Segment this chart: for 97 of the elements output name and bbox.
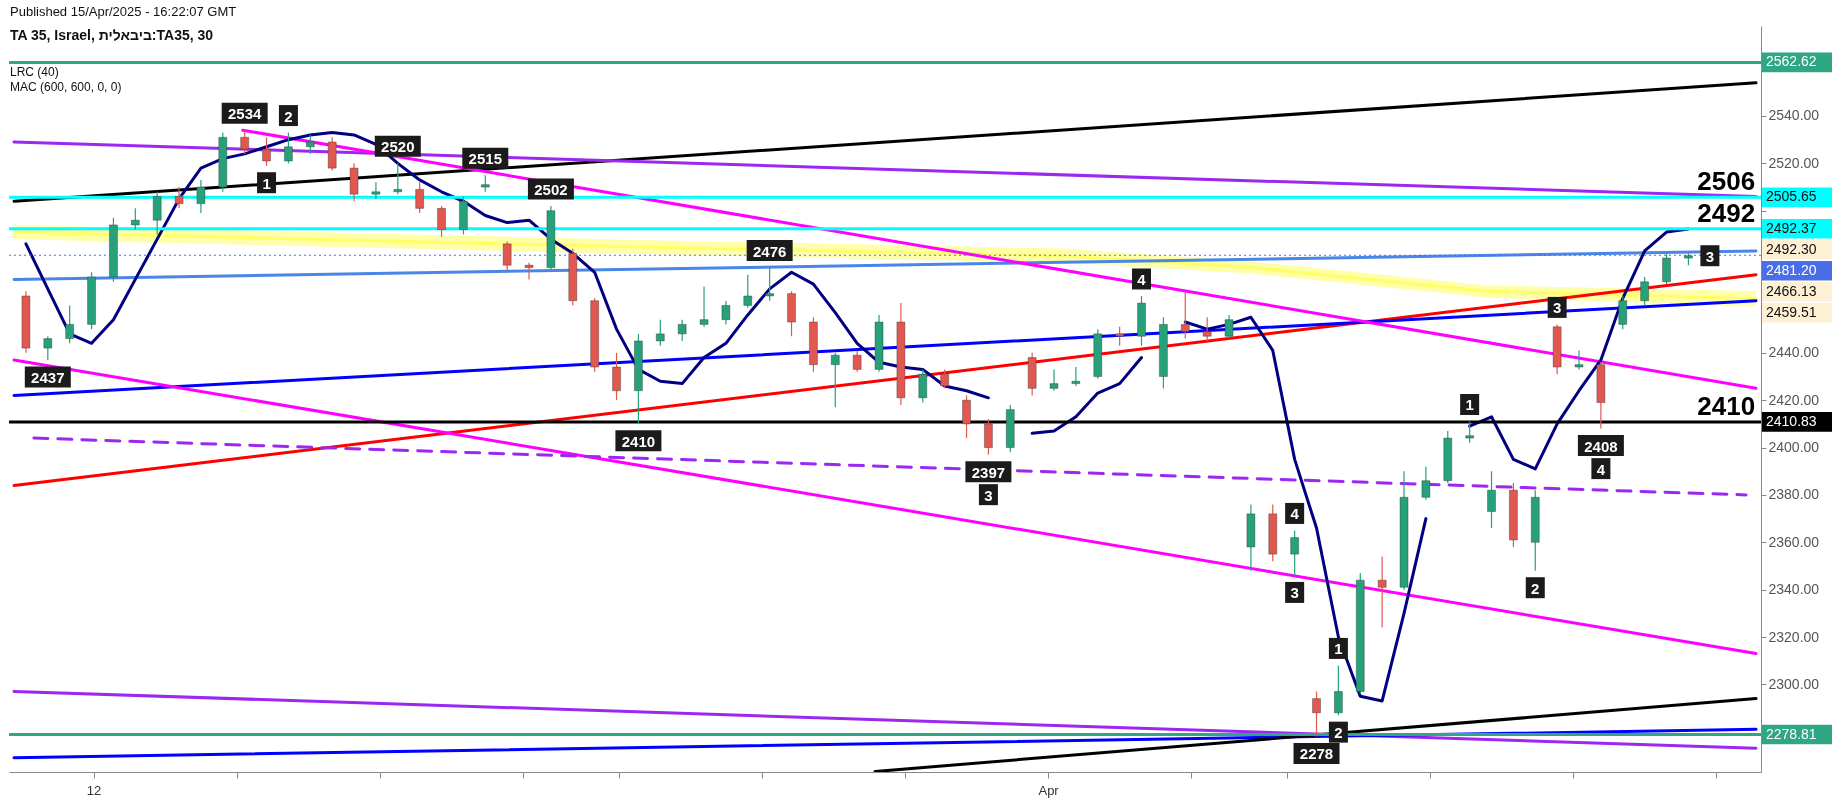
annotation: 2515 bbox=[468, 150, 502, 168]
candlestick bbox=[262, 136, 271, 167]
y-tick-label: 2320.00 bbox=[1768, 628, 1820, 645]
ref-line-label: 2505.65 bbox=[1766, 188, 1817, 205]
text: Published 15/Apr/2025 - 16:22:07 GMT bbox=[10, 4, 237, 19]
candlestick bbox=[284, 131, 293, 164]
candlestick bbox=[415, 181, 424, 214]
candlestick bbox=[437, 205, 446, 238]
candlestick bbox=[1115, 326, 1124, 347]
y-tick-label: 2520.00 bbox=[1768, 154, 1820, 171]
candlestick bbox=[656, 319, 665, 347]
annotation: 1 bbox=[1465, 396, 1474, 414]
annotation: 2410 bbox=[621, 432, 656, 450]
candlestick bbox=[1071, 366, 1081, 387]
candlestick bbox=[1618, 295, 1627, 330]
candlestick bbox=[765, 266, 774, 302]
candlestick bbox=[1487, 470, 1496, 529]
annotation: 4 bbox=[1137, 270, 1147, 288]
candlestick bbox=[852, 349, 862, 373]
y-tick-label: 2360.00 bbox=[1768, 533, 1820, 550]
annotation: 2 bbox=[284, 107, 293, 125]
candlestick bbox=[1465, 420, 1474, 444]
annotation: 4 bbox=[1290, 505, 1300, 523]
candlestick bbox=[1574, 349, 1584, 370]
candlestick bbox=[940, 368, 949, 389]
candlestick bbox=[502, 240, 512, 273]
candlestick bbox=[1662, 252, 1671, 285]
annotation: 2397 bbox=[971, 463, 1006, 481]
y-tick-label: 2380.00 bbox=[1768, 486, 1820, 503]
y-tick-label: 2340.00 bbox=[1768, 581, 1820, 598]
candlestick bbox=[984, 418, 993, 456]
y-tick-label: 2420.00 bbox=[1768, 391, 1820, 408]
annotation: 2492.30 bbox=[1766, 240, 1817, 257]
candlestick bbox=[743, 274, 752, 309]
candlestick bbox=[1049, 368, 1059, 392]
x-tick-label: Apr bbox=[1038, 782, 1060, 798]
candlestick bbox=[677, 319, 687, 342]
annotation: 1 bbox=[262, 174, 271, 192]
annotation: 2520 bbox=[381, 138, 415, 156]
candlestick bbox=[721, 300, 731, 325]
candlestick bbox=[152, 191, 162, 236]
annotation: 3 bbox=[1290, 584, 1299, 602]
candlestick bbox=[1421, 465, 1431, 501]
candlestick bbox=[831, 352, 840, 408]
candlestick bbox=[196, 179, 206, 214]
annotation: 2459.51 bbox=[1766, 303, 1817, 320]
candlestick bbox=[524, 262, 534, 280]
annotation: 2 bbox=[1531, 579, 1540, 597]
ref-line-label: 2562.62 bbox=[1766, 53, 1817, 70]
annotation: 4 bbox=[1596, 460, 1606, 478]
candlestick bbox=[174, 186, 184, 209]
y-tick-label: 2440.00 bbox=[1768, 344, 1820, 361]
annotation: 1 bbox=[1334, 640, 1343, 658]
ref-line-label: 2492.37 bbox=[1766, 219, 1817, 236]
annotation: 3 bbox=[1552, 299, 1562, 317]
annotation: 3 bbox=[1705, 247, 1715, 265]
candlestick bbox=[371, 181, 381, 200]
annotation: 2466.13 bbox=[1766, 282, 1817, 299]
x-tick-label: 12 bbox=[86, 782, 102, 798]
candlestick bbox=[1181, 290, 1190, 340]
candlestick bbox=[699, 285, 709, 328]
candlestick bbox=[43, 335, 53, 361]
ref-line-label: 2481.20 bbox=[1766, 261, 1817, 278]
annotation: 2410 bbox=[1697, 390, 1756, 421]
y-tick-label: 2300.00 bbox=[1768, 675, 1820, 692]
candlestick bbox=[1377, 555, 1387, 629]
candlestick bbox=[65, 304, 74, 344]
candlestick bbox=[1224, 314, 1234, 340]
candlestick bbox=[1202, 316, 1212, 342]
annotation: LRC (40) bbox=[10, 65, 60, 80]
annotation: 2278 bbox=[1299, 745, 1334, 763]
candlestick bbox=[1334, 664, 1343, 716]
candlestick bbox=[393, 162, 402, 195]
annotation: 2437 bbox=[31, 368, 65, 386]
candlestick bbox=[962, 394, 971, 439]
candlestick bbox=[240, 129, 249, 155]
annotation: 2492 bbox=[1697, 197, 1756, 228]
annotation: 2476 bbox=[752, 242, 787, 260]
ref-line-label: 2410.83 bbox=[1766, 412, 1817, 429]
y-tick-label: 2400.00 bbox=[1768, 439, 1820, 456]
ref-line-label: 2278.81 bbox=[1766, 725, 1817, 742]
annotation: 2506 bbox=[1697, 166, 1756, 197]
annotation: MAC (600, 600, 0, 0) bbox=[10, 80, 123, 95]
annotation: 2 bbox=[1334, 724, 1343, 742]
candlestick bbox=[1290, 529, 1299, 577]
annotation: 2502 bbox=[534, 180, 568, 198]
candlestick bbox=[1312, 690, 1321, 738]
chart-title: TA 35, Israel, ביבאלית:TA35, 30 bbox=[10, 27, 215, 43]
annotation: 2534 bbox=[227, 105, 263, 123]
annotation: 2408 bbox=[1584, 437, 1618, 455]
candlestick bbox=[306, 134, 315, 155]
candlestick bbox=[1640, 276, 1649, 307]
candlestick bbox=[918, 368, 927, 404]
y-tick-label: 2540.00 bbox=[1768, 107, 1820, 124]
candlestick bbox=[612, 352, 621, 401]
annotation: 3 bbox=[984, 486, 993, 504]
candlestick bbox=[131, 207, 140, 231]
